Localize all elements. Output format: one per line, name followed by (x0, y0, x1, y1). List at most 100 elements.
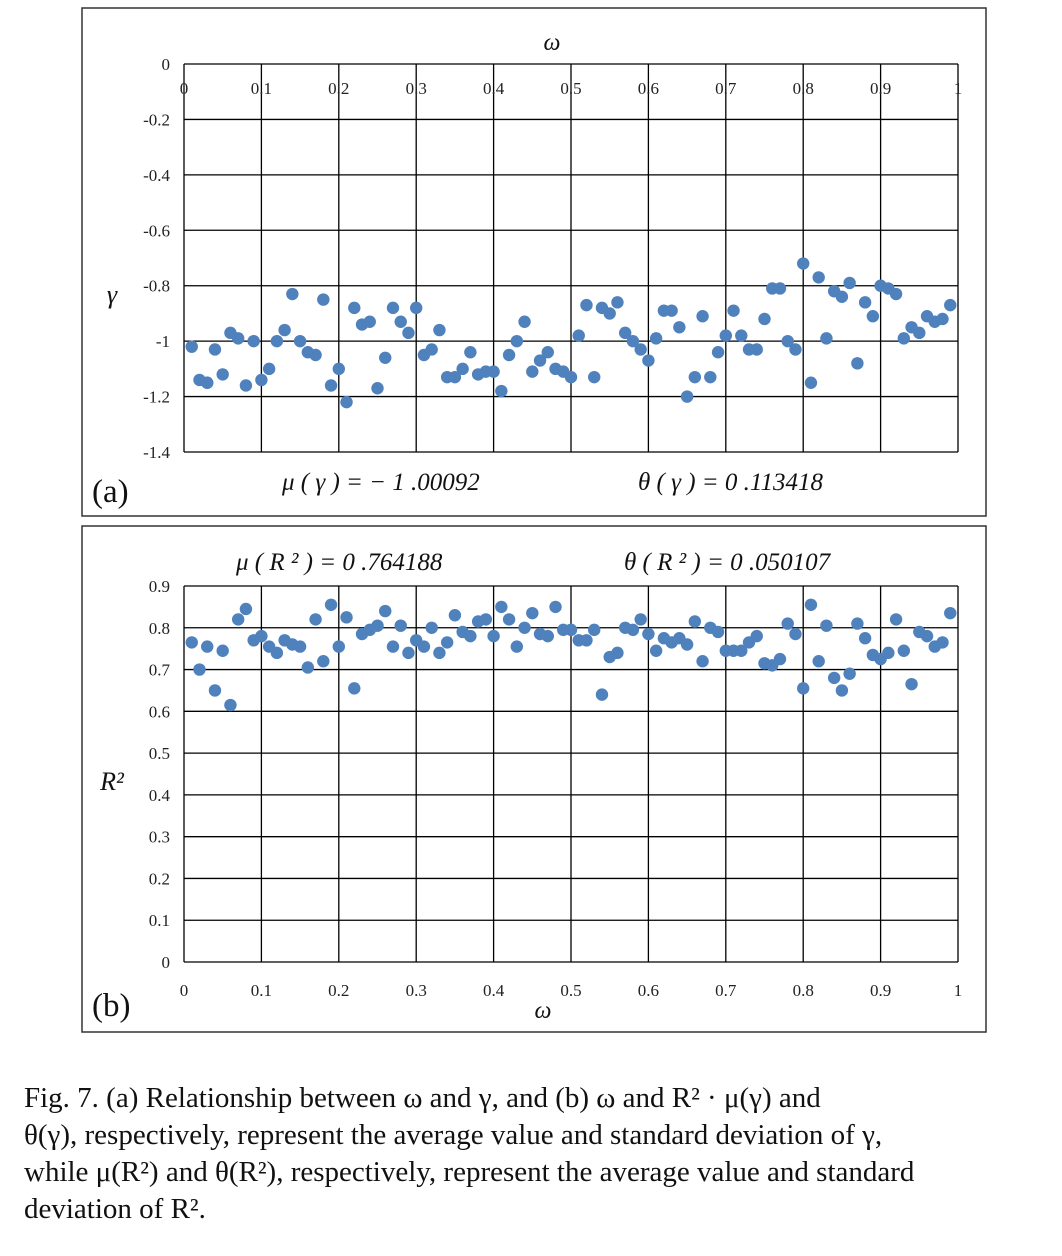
data-point (239, 379, 253, 392)
x-tick-label: 0.6 (638, 79, 659, 98)
x-tick-label: 0.1 (251, 981, 272, 1000)
y-tick-label: -0.4 (143, 166, 170, 185)
x-tick-label: 0.3 (406, 981, 427, 1000)
data-point (944, 298, 957, 312)
panel-b-y-ticks: 0 0.1 0.2 0.3 0.4 0.5 0.6 0.7 0.8 0.9 (149, 577, 171, 972)
data-point (626, 334, 640, 348)
y-tick-label: 0.1 (149, 911, 170, 930)
data-point (193, 663, 206, 676)
data-point (208, 684, 222, 697)
data-point (789, 627, 802, 641)
y-tick-label: 0.6 (149, 702, 170, 721)
x-tick-label: 0.8 (793, 79, 814, 98)
data-point (440, 636, 454, 649)
caption-line: Fig. 7. (a) Relationship between ω and γ… (24, 1082, 821, 1114)
data-point (711, 625, 725, 639)
data-point (588, 370, 601, 384)
x-tick-label: 0.2 (328, 981, 349, 1000)
data-point (201, 376, 214, 389)
data-point (719, 329, 732, 342)
y-tick-label: -0.6 (143, 221, 170, 240)
data-point (448, 370, 462, 384)
data-point (464, 629, 477, 643)
y-tick-label: 0.9 (149, 577, 170, 596)
data-point (580, 298, 593, 312)
data-point (541, 629, 554, 643)
data-point (773, 282, 787, 295)
data-point (680, 390, 694, 403)
data-point (797, 257, 810, 270)
x-tick-label: 0.7 (715, 981, 737, 1000)
data-point (402, 326, 415, 340)
data-point (224, 698, 237, 712)
data-point (239, 602, 253, 616)
data-point (781, 334, 794, 348)
data-point (502, 348, 516, 362)
data-point (231, 613, 245, 626)
data-point (417, 640, 431, 653)
data-point (564, 370, 578, 384)
data-point (262, 362, 276, 376)
data-point (626, 623, 640, 637)
data-point (735, 644, 748, 657)
data-point (572, 329, 585, 342)
data-point (727, 304, 740, 317)
panel-a-points (185, 257, 957, 409)
panel-a-mean-annotation: μ ( γ ) = − 1 .00092 (281, 469, 480, 496)
data-point (433, 646, 446, 660)
panel-b-x-ticks: 0 0.1 0.2 0.3 0.4 0.5 0.6 0.7 0.8 0.9 1 (180, 981, 963, 1000)
data-point (518, 315, 531, 328)
data-point (812, 655, 825, 668)
data-point (711, 346, 725, 359)
data-point (866, 310, 880, 323)
data-point (216, 644, 229, 657)
data-point (363, 315, 376, 328)
figure: ω γ 0 0.1 0.2 0.3 0.4 0.5 0.6 0.7 0.8 0.9 1 0 -0.2 -… (81, 7, 987, 1033)
data-point (231, 332, 245, 345)
data-point (340, 395, 353, 409)
data-point (680, 638, 694, 651)
data-point (882, 646, 895, 660)
data-point (293, 334, 307, 348)
data-point (642, 354, 655, 367)
data-point (270, 334, 284, 348)
data-point (386, 301, 400, 315)
x-tick-label: 0.6 (638, 981, 659, 1000)
y-tick-label: 0 (162, 55, 171, 74)
data-point (394, 315, 407, 328)
data-point (464, 346, 477, 359)
data-point (255, 629, 268, 643)
data-point (905, 677, 918, 691)
data-point (348, 682, 361, 695)
data-point (688, 615, 702, 628)
data-point (835, 290, 849, 303)
data-point (858, 296, 872, 309)
y-tick-label: 0.3 (149, 828, 170, 847)
data-point (835, 684, 849, 697)
panel-b-points (185, 598, 957, 712)
data-point (696, 310, 709, 323)
data-point (286, 287, 299, 301)
y-tick-label: 0 (162, 953, 171, 972)
data-point (889, 613, 903, 626)
data-point (897, 644, 911, 657)
x-tick-label: 1 (954, 79, 963, 98)
data-point (897, 332, 911, 345)
data-point (758, 312, 771, 326)
data-point (201, 640, 214, 653)
data-point (533, 354, 547, 367)
data-point (433, 323, 446, 337)
data-point (208, 343, 222, 356)
data-point (889, 287, 903, 301)
data-point (495, 384, 508, 398)
data-point (317, 293, 330, 306)
caption-line: while μ(R²) and θ(R²), respectively, rep… (24, 1156, 915, 1188)
x-tick-label: 0.3 (406, 79, 427, 98)
data-point (301, 661, 315, 674)
data-point (704, 370, 717, 384)
x-tick-label: 0.2 (328, 79, 349, 98)
data-point (247, 334, 260, 348)
y-tick-label: 0.4 (149, 786, 171, 805)
panel-a-x-ticks: 0 0.1 0.2 0.3 0.4 0.5 0.6 0.7 0.8 0.9 1 (180, 79, 963, 98)
panel-a-grid (183, 63, 959, 453)
